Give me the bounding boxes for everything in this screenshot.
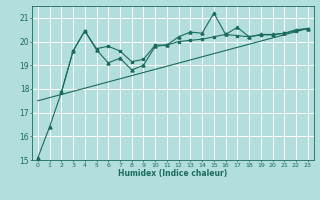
- X-axis label: Humidex (Indice chaleur): Humidex (Indice chaleur): [118, 169, 228, 178]
